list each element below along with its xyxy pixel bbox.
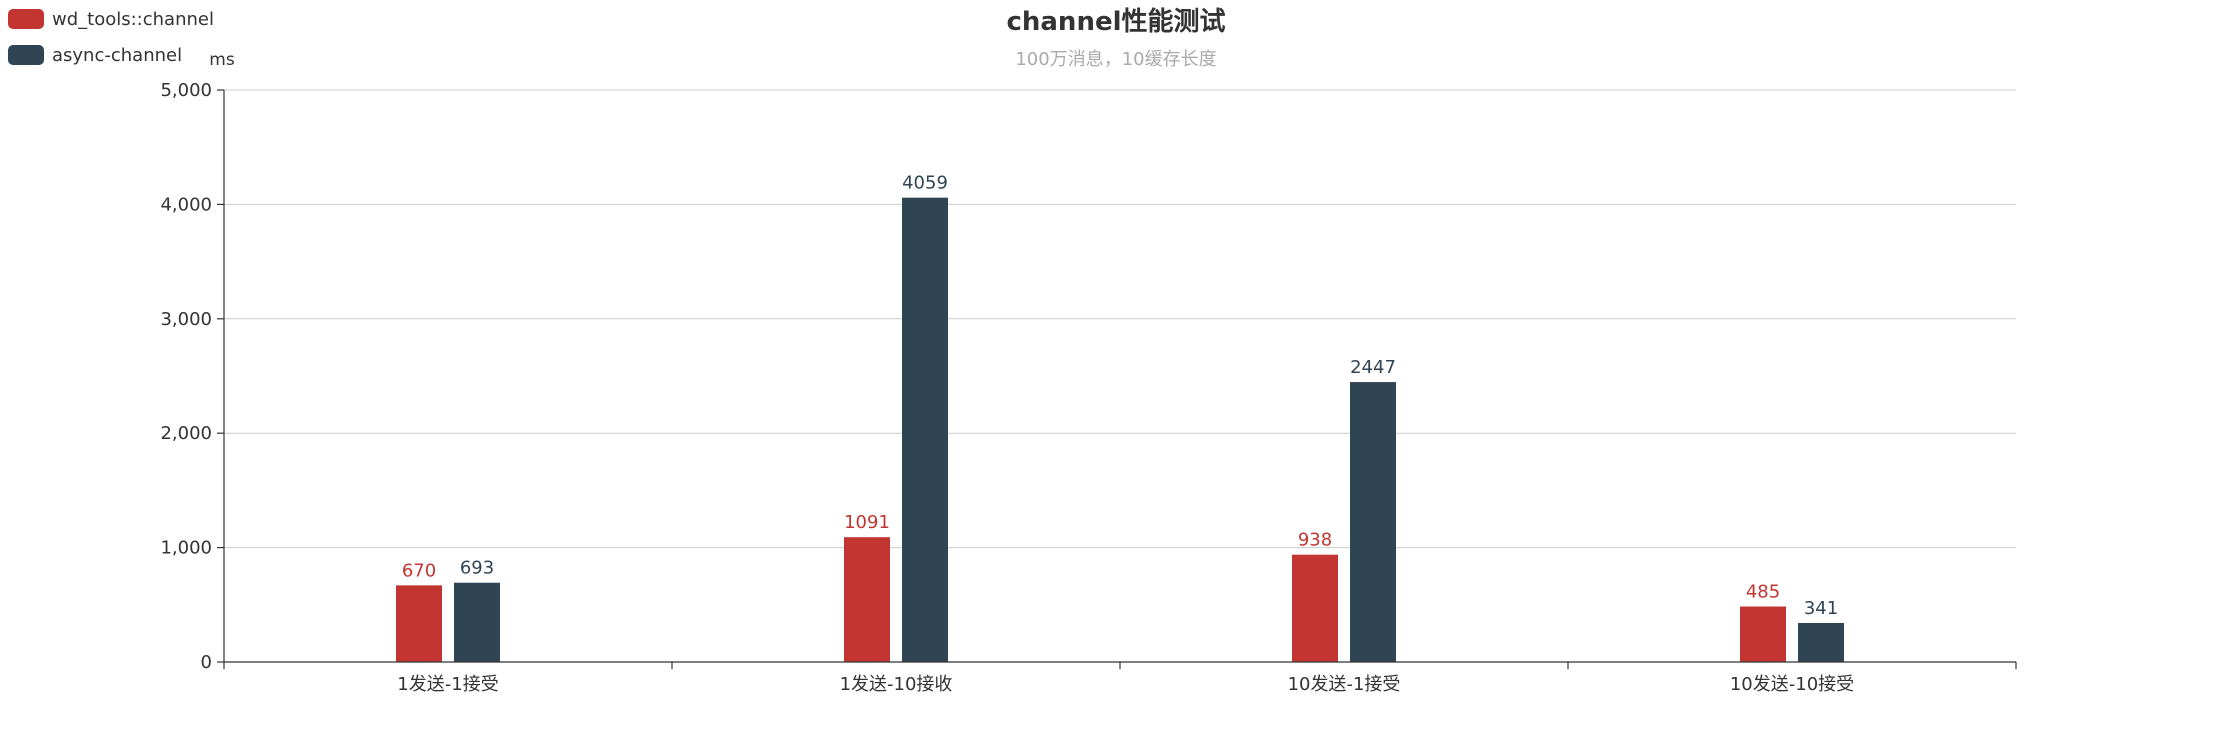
x-tick-label: 1发送-1接受 <box>397 674 498 695</box>
bar-value-label: 4059 <box>902 173 948 194</box>
bar <box>454 582 500 662</box>
bar-value-label: 670 <box>402 560 436 581</box>
bar <box>396 585 442 662</box>
bar <box>902 197 948 663</box>
bar-value-label: 1091 <box>844 512 890 533</box>
x-tick-label: 10发送-10接受 <box>1730 674 1854 695</box>
legend-label-1[interactable]: async-channel <box>52 45 182 66</box>
bar <box>1798 622 1844 662</box>
bars: 670 693 1091 4059 938 2447 485 341 <box>396 173 1844 663</box>
grid-lines <box>224 89 2016 549</box>
bar-value-label: 2447 <box>1350 357 1396 378</box>
bar-value-label: 938 <box>1298 530 1332 551</box>
bar-value-label: 693 <box>460 558 494 579</box>
y-tick-label: 0 <box>201 652 212 673</box>
y-tick-label: 2,000 <box>160 423 212 444</box>
legend-label-0[interactable]: wd_tools::channel <box>52 9 214 30</box>
bar-value-label: 485 <box>1746 582 1780 603</box>
y-tick-label: 5,000 <box>160 80 212 101</box>
bar <box>844 537 890 662</box>
x-tick-label: 10发送-1接受 <box>1288 674 1401 695</box>
axes: 0 1,000 2,000 3,000 4,000 5,000 1发送-1接受 1发送-10接… <box>160 80 2017 695</box>
chart-subtitle: 100万消息，10缓存长度 <box>1015 49 1216 70</box>
chart-title: channel性能测试 <box>1006 6 1225 37</box>
bar-value-label: 341 <box>1804 598 1838 619</box>
bar <box>1292 554 1338 662</box>
bar <box>1350 382 1396 662</box>
legend-swatch-0[interactable] <box>8 9 44 29</box>
legend-swatch-1[interactable] <box>8 45 44 65</box>
y-tick-label: 4,000 <box>160 194 212 215</box>
y-tick-label: 3,000 <box>160 309 212 330</box>
y-tick-label: 1,000 <box>160 538 212 559</box>
bar <box>1740 606 1786 662</box>
x-tick-label: 1发送-10接收 <box>840 674 953 695</box>
y-axis-name: ms <box>209 50 235 70</box>
